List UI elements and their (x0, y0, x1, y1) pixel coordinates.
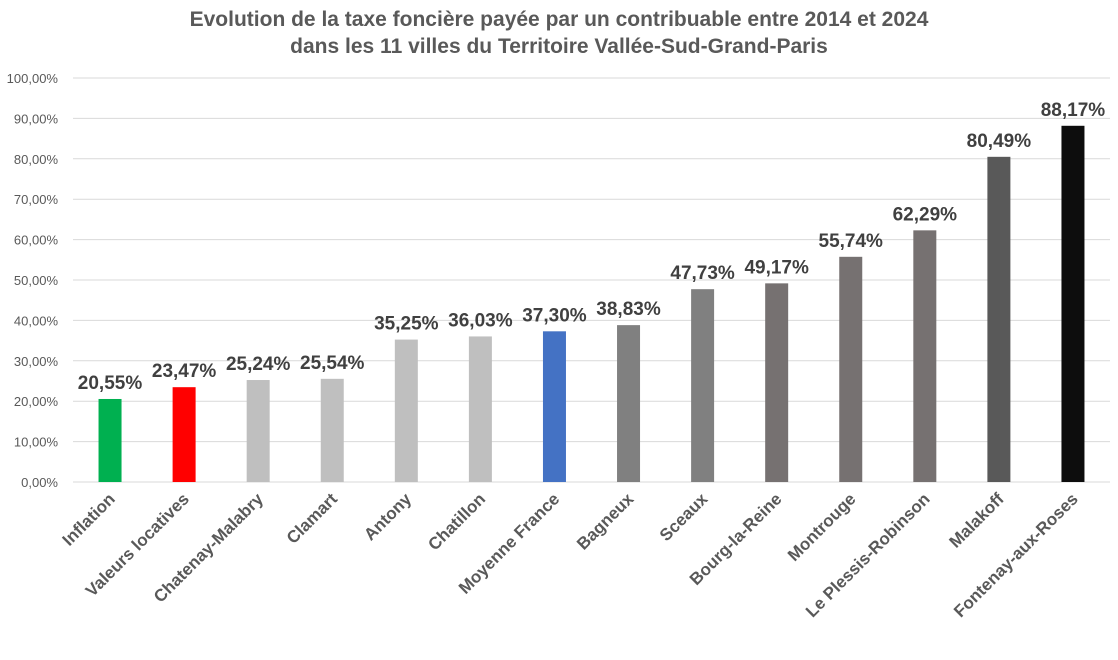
bars (98, 125, 1085, 482)
bar (617, 325, 641, 482)
bar (468, 336, 492, 482)
data-label: 88,17% (1041, 100, 1106, 121)
bar (987, 156, 1011, 482)
y-tick-label: 20,00% (14, 394, 59, 409)
bar (542, 331, 566, 482)
x-tick-label: Fontenay-aux-Roses (950, 489, 1082, 621)
bar (98, 398, 122, 482)
bar (765, 283, 789, 482)
y-tick-label: 40,00% (14, 313, 59, 328)
data-label: 37,30% (522, 305, 587, 326)
y-tick-label: 0,00% (21, 475, 58, 490)
data-label: 23,47% (152, 361, 217, 382)
y-tick-label: 10,00% (14, 435, 59, 450)
data-label: 25,24% (226, 354, 291, 375)
data-label: 62,29% (893, 204, 958, 225)
gridlines (73, 77, 1110, 483)
x-tick-label: Antony (360, 489, 415, 544)
data-label: 25,54% (300, 353, 365, 374)
x-tick-label: Chatillon (424, 489, 489, 554)
bar (691, 289, 715, 482)
bar (913, 230, 937, 482)
data-label: 35,25% (374, 314, 439, 335)
x-tick-label: Bagneux (573, 489, 638, 554)
bar (839, 256, 863, 482)
bar (394, 339, 418, 482)
y-tick-label: 50,00% (14, 273, 59, 288)
x-tick-label: Le Plessis-Robinson (802, 489, 934, 621)
data-label: 47,73% (670, 263, 735, 284)
y-axis-tick-labels: 0,00% 10,00% 20,00% 30,00% 40,00% 50,00% 60,00… (7, 71, 59, 490)
data-label: 36,03% (448, 310, 513, 331)
data-label: 38,83% (596, 299, 661, 320)
chart-title: Evolution de la taxe foncière payée par … (0, 6, 1118, 60)
data-label: 55,74% (819, 231, 884, 252)
data-labels: 20,55% 23,47% 25,24% 25,54% 35,25% 36,03% 37,3… (78, 100, 1105, 394)
bar (246, 380, 270, 482)
bar (172, 387, 196, 482)
chart-title-line-2: dans les 11 villes du Territoire Vallée-… (290, 35, 828, 58)
y-tick-label: 30,00% (14, 354, 59, 369)
y-tick-label: 100,00% (7, 71, 59, 86)
y-tick-label: 60,00% (14, 233, 59, 248)
bar (320, 378, 344, 482)
x-tick-label: Sceaux (656, 489, 712, 545)
data-label: 20,55% (78, 373, 143, 394)
data-label: 49,17% (744, 257, 809, 278)
x-tick-label: Malakoff (946, 489, 1008, 551)
x-tick-label: Inflation (59, 489, 119, 549)
x-tick-label: Clamart (283, 489, 341, 547)
data-label: 80,49% (967, 131, 1032, 152)
x-tick-label: Montrouge (784, 489, 860, 565)
bar (1061, 125, 1085, 482)
y-tick-label: 90,00% (14, 111, 59, 126)
y-tick-label: 80,00% (14, 152, 59, 167)
y-tick-label: 70,00% (14, 192, 59, 207)
chart-title-line-1: Evolution de la taxe foncière payée par … (189, 8, 929, 31)
